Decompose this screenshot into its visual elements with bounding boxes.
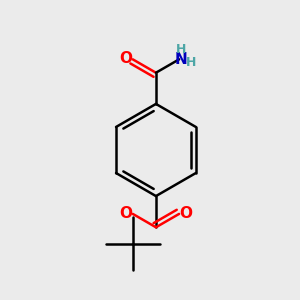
Text: H: H (176, 43, 186, 56)
Text: O: O (120, 206, 133, 221)
Text: H: H (186, 56, 196, 69)
Text: O: O (120, 51, 133, 66)
Text: N: N (174, 52, 187, 67)
Text: O: O (179, 206, 192, 221)
